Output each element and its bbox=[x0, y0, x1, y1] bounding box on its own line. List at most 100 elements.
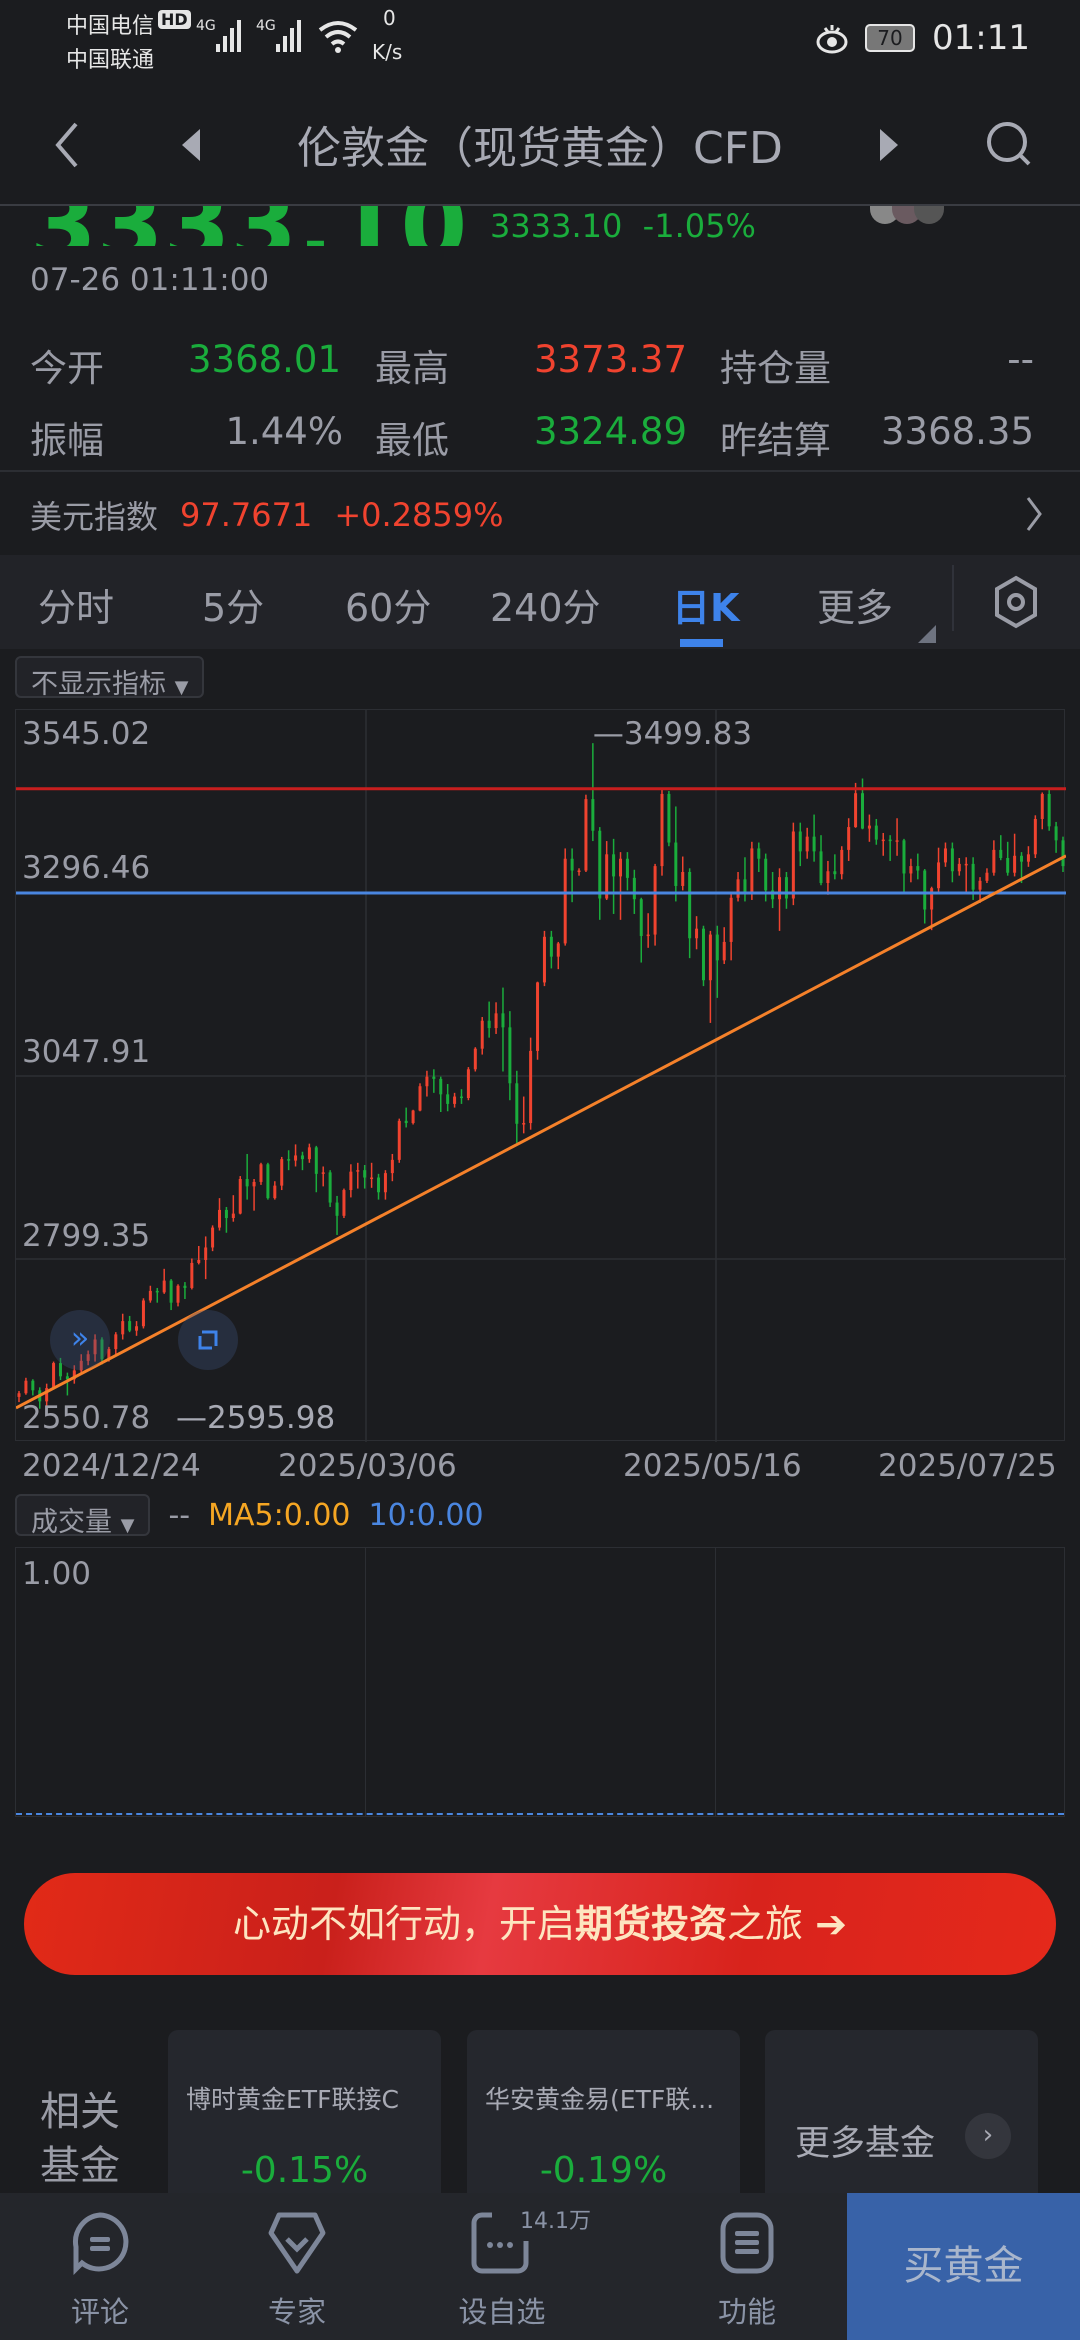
candle-body bbox=[1040, 793, 1044, 819]
stat-label-open: 今开 bbox=[30, 347, 104, 390]
candle-body bbox=[715, 934, 719, 961]
candle-body bbox=[591, 799, 595, 831]
candle-body bbox=[584, 799, 588, 871]
sticky-price: 3333.10 -1.05% bbox=[490, 206, 756, 246]
candle-body bbox=[52, 1363, 56, 1389]
divider bbox=[0, 470, 1080, 472]
y-tick: 3545.02 bbox=[22, 716, 151, 752]
candle-body bbox=[231, 1213, 235, 1219]
candle-body bbox=[280, 1159, 284, 1186]
tab-5min[interactable]: 5分 bbox=[202, 586, 265, 630]
candle-body bbox=[259, 1164, 263, 1182]
candle-body bbox=[65, 1376, 69, 1380]
fund-name: 博时黄金ETF联接C bbox=[186, 2085, 399, 2114]
scroll-to-latest-icon[interactable]: » bbox=[50, 1310, 110, 1370]
fullscreen-icon[interactable] bbox=[178, 1310, 238, 1370]
candle-body bbox=[515, 1083, 519, 1124]
indicator-dropdown[interactable]: 不显示指标 ▼ bbox=[15, 656, 205, 700]
candle-body bbox=[494, 1013, 498, 1029]
nav-expert[interactable]: 专家 bbox=[227, 2193, 367, 2340]
candle-body bbox=[819, 851, 823, 884]
active-tab-indicator bbox=[680, 639, 723, 647]
dxy-values: 美元指数 97.7671 +0.2859% bbox=[30, 492, 504, 538]
stat-value-prev-settle: 3368.35 bbox=[880, 410, 1034, 453]
eye-comfort-icon bbox=[816, 25, 848, 54]
candle-body bbox=[197, 1259, 201, 1263]
max-price-value: 3499.83 bbox=[623, 716, 753, 752]
back-icon[interactable] bbox=[52, 120, 82, 170]
quote-summary: 3333.10 3333.10 -1.05% bbox=[0, 206, 1080, 246]
candle-body bbox=[148, 1290, 152, 1301]
candle-body bbox=[1020, 855, 1024, 862]
candle-body bbox=[335, 1202, 339, 1216]
x-tick: 2025/05/16 bbox=[623, 1448, 802, 1484]
candle-body bbox=[24, 1380, 28, 1394]
candle-body bbox=[805, 836, 809, 852]
candle-body bbox=[1061, 840, 1065, 867]
candle-body bbox=[418, 1086, 422, 1111]
tab-intraday[interactable]: 分时 bbox=[38, 586, 115, 630]
candle-body bbox=[729, 897, 733, 942]
max-price-label: —3499.83 bbox=[592, 716, 753, 752]
candle-body bbox=[812, 836, 816, 852]
dropdown-corner-icon bbox=[918, 625, 936, 643]
expert-icon bbox=[268, 2212, 326, 2274]
nav-comment[interactable]: 评论 bbox=[30, 2193, 170, 2340]
candle-body bbox=[943, 848, 947, 863]
candle-body bbox=[211, 1227, 215, 1248]
trendline bbox=[16, 854, 1066, 1410]
tab-daily-k[interactable]: 日K bbox=[672, 586, 740, 630]
candle-body bbox=[287, 1159, 291, 1161]
volume-dropdown[interactable]: 成交量 ▼ bbox=[15, 1494, 151, 1538]
candle-body bbox=[93, 1339, 97, 1355]
sticky-price-value: 3333.10 bbox=[490, 207, 623, 245]
stat-label-open-interest: 持仓量 bbox=[720, 347, 831, 390]
period-tabs: 分时 5分 60分 240分 日K 更多 bbox=[0, 555, 1080, 649]
banner-text: 心动不如行动，开启 bbox=[233, 1902, 576, 1946]
candle-body bbox=[847, 827, 851, 850]
tab-more[interactable]: 更多 bbox=[817, 586, 894, 630]
candle-body bbox=[508, 1027, 512, 1084]
avatar-group[interactable] bbox=[870, 206, 944, 224]
nav-functions[interactable]: 功能 bbox=[677, 2193, 817, 2340]
dollar-index-row[interactable]: 美元指数 97.7671 +0.2859% bbox=[0, 472, 1080, 555]
nav-add-watchlist[interactable]: 14.1万 设自选 bbox=[432, 2193, 591, 2340]
next-instrument-icon[interactable] bbox=[876, 127, 902, 163]
candle-body bbox=[342, 1190, 346, 1216]
tab-60min[interactable]: 60分 bbox=[345, 586, 432, 630]
candle-body bbox=[992, 849, 996, 873]
promo-banner[interactable]: 心动不如行动，开启期货投资之旅 ➔ bbox=[24, 1873, 1056, 1975]
candle-body bbox=[473, 1048, 477, 1070]
nav-label: 设自选 bbox=[458, 2295, 546, 2329]
kline-chart[interactable]: 3545.02 3296.46 3047.91 2799.35 2550.78 … bbox=[15, 709, 1066, 1442]
candle-body bbox=[321, 1172, 325, 1174]
menu-icon bbox=[720, 2212, 774, 2274]
banner-highlight: 期货投资 bbox=[575, 1902, 728, 1946]
candle-body bbox=[701, 928, 705, 981]
bottom-nav: 评论 专家 14.1万 设自选 功能 bbox=[0, 2193, 847, 2340]
settings-icon[interactable] bbox=[993, 575, 1039, 629]
candle-body bbox=[218, 1209, 222, 1228]
dxy-change: +0.2859% bbox=[334, 496, 504, 534]
candle-body bbox=[985, 872, 989, 881]
search-icon[interactable] bbox=[985, 120, 1033, 168]
previous-instrument-icon[interactable] bbox=[178, 127, 204, 163]
related-funds-label: 相关 基金 bbox=[40, 2085, 120, 2193]
candle-body bbox=[570, 858, 574, 871]
candle-body bbox=[204, 1247, 208, 1260]
candle-body bbox=[736, 879, 740, 898]
candle-body bbox=[598, 830, 602, 899]
stat-label-high: 最高 bbox=[375, 347, 449, 390]
tab-240min[interactable]: 240分 bbox=[490, 586, 601, 630]
candle-body bbox=[888, 839, 892, 842]
candle-body bbox=[860, 793, 864, 829]
y-tick: 2799.35 bbox=[22, 1218, 151, 1254]
candle-body bbox=[107, 1349, 111, 1360]
candle-body bbox=[176, 1285, 180, 1303]
nav-label: 评论 bbox=[70, 2295, 129, 2329]
buy-gold-button[interactable]: 买黄金 bbox=[847, 2193, 1080, 2340]
candle-body bbox=[536, 982, 540, 1051]
candle-body bbox=[619, 858, 623, 877]
candle-body bbox=[854, 793, 858, 828]
chevron-right-icon bbox=[1026, 497, 1042, 531]
